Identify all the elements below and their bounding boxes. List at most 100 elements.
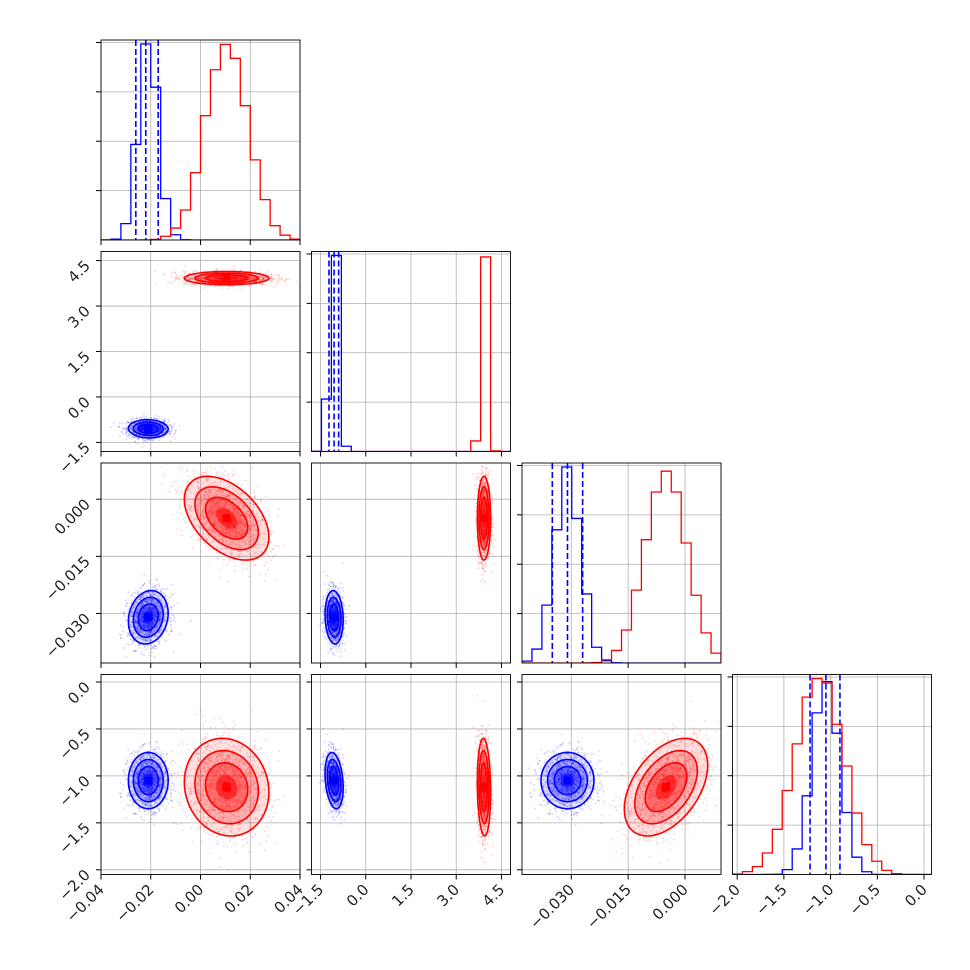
sample-point	[126, 602, 129, 605]
sample-point	[183, 282, 186, 285]
sample-point	[160, 607, 162, 610]
sample-point	[199, 278, 201, 281]
sample-point	[153, 587, 156, 589]
sample-point	[139, 598, 142, 601]
sample-point	[186, 470, 189, 473]
sample-point	[136, 628, 138, 631]
sample-point	[250, 277, 253, 280]
sample-point	[137, 443, 139, 445]
sample-point	[189, 278, 192, 281]
sample-point	[131, 594, 134, 596]
sample-point	[145, 600, 147, 603]
sample-point	[156, 417, 159, 420]
sample-point	[133, 603, 136, 606]
sample-point	[135, 620, 138, 623]
sample-point	[147, 605, 150, 608]
sample-point	[139, 605, 142, 608]
sample-point	[150, 609, 153, 612]
sample-point	[164, 606, 167, 609]
sample-point	[139, 427, 142, 430]
sample-point	[133, 631, 135, 634]
sample-point	[145, 609, 147, 612]
sample-point	[148, 627, 151, 630]
sample-point	[214, 276, 217, 279]
sample-point	[248, 278, 250, 281]
sample-point	[153, 618, 156, 620]
sample-point	[252, 278, 255, 280]
sample-point	[253, 278, 255, 280]
sample-point	[157, 601, 159, 604]
sample-point	[129, 427, 132, 430]
sample-point	[118, 426, 121, 428]
sample-point	[160, 429, 163, 431]
sample-point	[144, 606, 147, 609]
sample-point	[136, 428, 138, 431]
sample-point	[194, 269, 197, 271]
sample-point	[169, 281, 172, 283]
sample-point	[260, 499, 262, 502]
sample-point	[158, 640, 161, 643]
sample-point	[251, 564, 254, 567]
sample-point	[149, 631, 151, 634]
sample-point	[148, 640, 151, 643]
sample-point	[155, 427, 158, 430]
sample-point	[142, 611, 145, 613]
sample-point	[149, 630, 152, 633]
sample-point	[151, 647, 154, 649]
sample-point	[134, 436, 136, 439]
sample-point	[150, 639, 152, 641]
sample-point	[159, 427, 161, 430]
sample-point	[160, 588, 163, 590]
sample-point	[143, 611, 146, 614]
sample-point	[171, 485, 174, 488]
sample-point	[143, 607, 146, 609]
sample-point	[150, 595, 152, 597]
sample-point	[163, 420, 166, 422]
sample-point	[140, 630, 143, 633]
sample-point	[141, 611, 144, 614]
sample-point	[154, 614, 157, 617]
sample-point	[136, 429, 139, 432]
sample-point	[140, 427, 143, 429]
sample-point	[173, 619, 175, 621]
sample-point	[149, 608, 151, 611]
sample-point	[165, 430, 167, 432]
sample-point	[175, 527, 178, 530]
sample-point	[146, 626, 149, 629]
sample-point	[170, 432, 172, 435]
sample-point	[140, 618, 143, 621]
panel-frame	[100, 251, 301, 452]
sample-point	[174, 429, 177, 432]
sample-point	[154, 426, 156, 429]
sample-point	[171, 271, 173, 274]
sample-point	[140, 428, 143, 431]
sample-point	[143, 626, 146, 628]
sample-point	[124, 427, 127, 429]
sample-point	[238, 277, 241, 280]
sample-point	[151, 610, 153, 613]
sample-point	[157, 583, 160, 585]
sample-point	[147, 591, 150, 594]
sample-point	[130, 594, 132, 597]
sample-point	[136, 425, 139, 428]
sample-point	[198, 277, 201, 279]
histogram-series-0	[101, 43, 300, 240]
sample-point	[236, 276, 239, 278]
sample-point	[202, 277, 205, 280]
sample-point	[264, 272, 267, 275]
sample-point	[173, 604, 175, 607]
sample-point	[262, 277, 264, 279]
sample-point	[142, 430, 145, 432]
sample-point	[141, 617, 143, 619]
sample-point	[154, 428, 157, 430]
sample-point	[273, 278, 275, 281]
sample-point	[151, 607, 154, 610]
sample-point	[146, 608, 149, 611]
sample-point	[210, 277, 213, 280]
sample-point	[135, 417, 138, 420]
sample-point	[146, 594, 149, 597]
sample-point	[153, 609, 155, 611]
sample-point	[150, 633, 152, 635]
sample-point	[137, 437, 140, 439]
sample-point	[259, 276, 262, 278]
